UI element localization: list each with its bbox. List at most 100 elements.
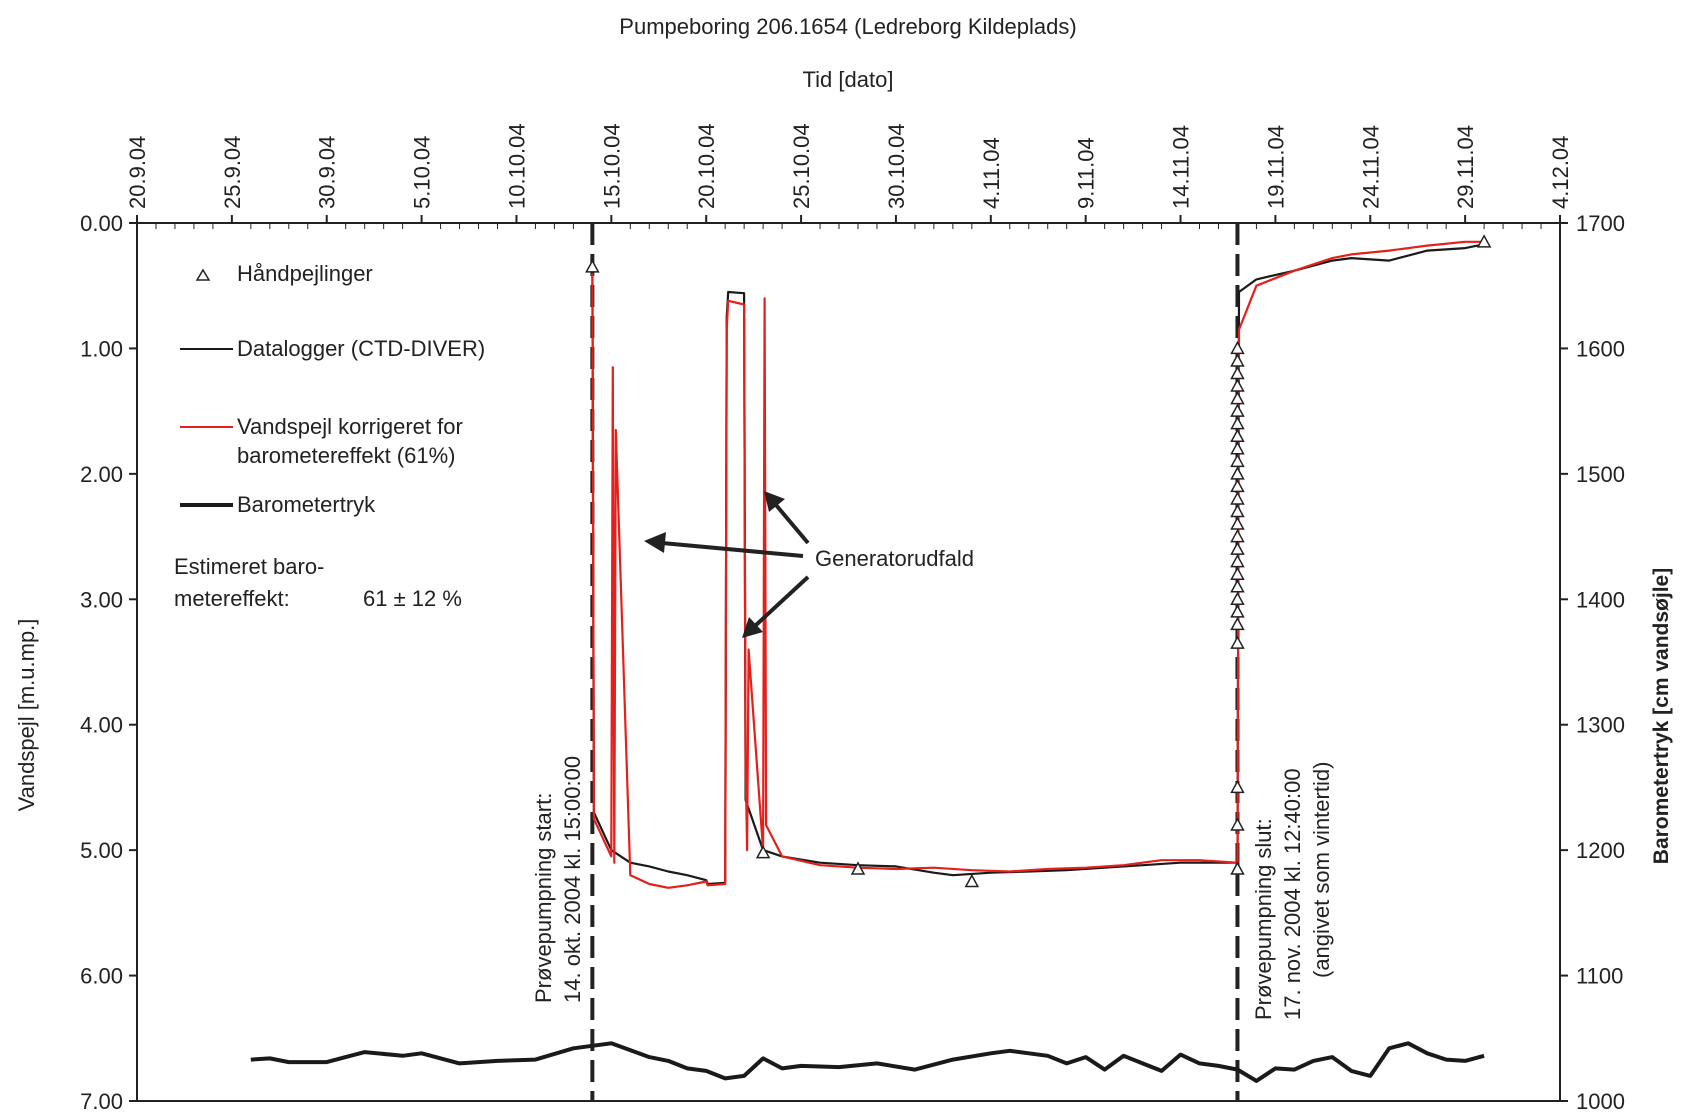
manual-measurement-marker [1230,365,1245,380]
x-axis-label: Tid [dato] [803,67,894,92]
manual-measurement-marker [1230,591,1245,606]
legend-label-handpejlinger: Håndpejlinger [237,261,373,286]
y-axis-right-ticks: 1700 1600 1500 1400 1300 1200 1100 1000 [1560,211,1625,1114]
y-left-tick-label: 2.00 [80,462,123,487]
x-tick-label: 4.12.04 [1548,136,1573,209]
manual-measurement-marker [1230,353,1245,367]
manual-measurement-marker [1230,861,1245,875]
y-left-tick-label: 3.00 [80,587,123,612]
x-tick-label: 5.10.04 [410,136,435,209]
chart-title: Pumpeboring 206.1654 (Ledreborg Kildepla… [619,14,1076,39]
manual-measurement-marker [1230,340,1245,355]
y-left-tick-label: 6.00 [80,964,123,989]
x-tick-label: 25.9.04 [220,136,245,209]
y-right-tick-label: 1500 [1576,462,1625,487]
manual-measurement-marker [964,873,980,888]
manual-measurement-marker [1230,604,1245,618]
manual-measurement-marker [1230,453,1245,468]
y-right-tick-label: 1000 [1576,1089,1625,1114]
barometric-pressure-line [250,1041,1485,1083]
arrowhead-second-outage-lower-icon [742,617,763,638]
pump-stop-label-3: (angivet som vintertid) [1309,762,1334,978]
manual-measurement-marker [1230,428,1245,442]
x-tick-label: 29.11.04 [1453,125,1478,209]
manual-measurements [585,234,1492,888]
manual-measurement-marker [1230,503,1245,518]
arrow-to-first-outage [661,541,804,558]
y-axis-left-ticks: 0.00 1.00 2.00 3.00 4.00 5.00 6.00 7.00 [80,211,137,1114]
y-right-tick-label: 1200 [1576,838,1625,863]
y-left-tick-label: 4.00 [80,713,123,738]
arrow-to-second-outage-upper [774,503,810,545]
estimate-label-2: metereffekt: [174,586,290,611]
arrowhead-second-outage-upper-icon [764,491,785,512]
manual-measurement-marker [1230,779,1245,794]
event-lines [590,223,1240,1101]
manual-measurement-marker [1230,554,1245,568]
plot-frame [136,222,1561,1102]
y-left-tick-label: 0.00 [80,211,123,236]
y-left-tick-label: 5.00 [80,838,123,863]
manual-measurement-marker [1230,441,1245,455]
manual-measurement-marker [585,259,600,273]
y-right-tick-label: 1100 [1576,964,1623,989]
manual-measurement-marker [755,845,771,859]
manual-measurement-marker [1230,416,1245,430]
legend-label-datalogger: Datalogger (CTD-DIVER) [237,336,485,361]
y-right-tick-label: 1300 [1576,713,1625,738]
manual-measurement-marker [1230,516,1245,530]
x-tick-label: 14.11.04 [1169,125,1194,209]
series-layer [250,240,1485,1083]
y-right-tick-label: 1700 [1576,211,1625,236]
pump-start-label-1: Prøvepumpning start: [531,793,556,1003]
manual-measurement-marker [1230,817,1245,831]
legend: Håndpejlinger Datalogger (CTD-DIVER) Van… [180,261,485,517]
y-left-tick-label: 7.00 [80,1089,123,1114]
x-tick-label: 25.10.04 [789,123,814,209]
estimate-value: 61 ± 12 % [363,586,462,611]
arrow-to-second-outage-lower [754,575,810,627]
manual-measurement-marker [1230,579,1245,593]
legend-item-korrigeret: Vandspejl korrigeret for barometereffekt… [180,414,463,468]
manual-measurement-marker [1230,378,1245,392]
manual-measurement-marker [1230,403,1245,417]
legend-label-korrigeret-2: barometereffekt (61%) [237,443,455,468]
manual-measurement-marker [1230,616,1245,631]
x-tick-label: 9.11.04 [1074,137,1099,209]
manual-measurement-marker [1230,529,1245,543]
y-axis-left-label: Vandspejl [m.u.mp.] [14,619,39,812]
estimate-label-1: Estimeret baro- [174,554,324,579]
corrected-water-level-line [591,240,1485,889]
manual-measurement-marker [1230,478,1245,493]
pump-start-label-2: 14. okt. 2004 kl. 15:00:00 [560,756,585,1003]
manual-measurement-marker [1230,566,1245,580]
pump-stop-label-2: 17. nov. 2004 kl. 12:40:00 [1280,768,1305,1020]
y-right-tick-label: 1400 [1576,587,1625,612]
legend-item-barometertryk: Barometertryk [180,492,376,517]
x-tick-label: 30.10.04 [884,123,909,209]
x-tick-label: 10.10.04 [504,123,529,209]
x-tick-label: 30.9.04 [315,136,340,209]
legend-label-barometertryk: Barometertryk [237,492,376,517]
legend-label-korrigeret-1: Vandspejl korrigeret for [237,414,463,439]
x-tick-label: 4.11.04 [979,137,1004,209]
y-right-tick-label: 1600 [1576,336,1625,361]
manual-measurement-marker [1230,635,1245,649]
generator-arrows [644,491,810,638]
pump-stop-label-1: Prøvepumpning slut: [1251,818,1276,1020]
manual-measurement-marker [850,861,866,875]
x-tick-label: 24.11.04 [1358,125,1383,209]
manual-measurement-marker [1230,491,1245,505]
arrowhead-first-outage-icon [644,532,666,553]
x-tick-label: 19.11.04 [1263,125,1288,209]
manual-measurement-marker [1230,466,1245,480]
y-axis-right-label: Barometertryk [cm vandsøjle] [1650,568,1673,864]
triangle-marker-icon [195,268,211,281]
legend-item-handpejlinger: Håndpejlinger [195,261,373,286]
x-tick-label: 15.10.04 [599,123,624,209]
manual-measurement-marker [1230,391,1245,405]
manual-measurement-marker [1230,541,1245,555]
x-tick-label: 20.10.04 [694,123,719,209]
x-axis-ticks: 20.9.04 25.9.04 30.9.04 5.10.04 10.10.04 15.1… [125,123,1573,229]
